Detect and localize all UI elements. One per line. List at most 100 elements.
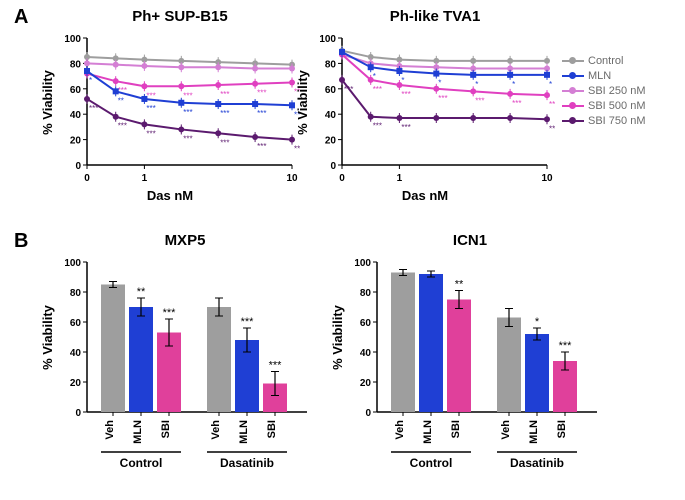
svg-text:*: *	[549, 80, 552, 89]
legend-item-sbi250: SBI 250 nM	[562, 85, 645, 97]
svg-text:Veh: Veh	[104, 420, 116, 440]
svg-text:*: *	[401, 76, 404, 85]
svg-text:*: *	[475, 80, 478, 89]
panel-b-label: B	[14, 230, 28, 253]
svg-text:MLN: MLN	[238, 420, 250, 444]
svg-text:**: **	[118, 96, 124, 105]
svg-text:MLN: MLN	[132, 420, 144, 444]
svg-text:0: 0	[365, 408, 371, 419]
svg-text:60: 60	[70, 318, 82, 329]
svg-text:*: *	[89, 76, 92, 85]
chart-title-b2: ICN1	[385, 232, 555, 249]
svg-text:SBI: SBI	[556, 420, 568, 438]
svg-text:10: 10	[286, 173, 298, 184]
svg-text:100: 100	[64, 34, 81, 45]
ylabel-b1: % Viability	[40, 305, 55, 370]
svg-text:Veh: Veh	[500, 420, 512, 440]
svg-text:***: ***	[163, 307, 177, 319]
svg-text:***: ***	[373, 122, 382, 131]
svg-text:***: ***	[220, 109, 229, 118]
ylabel-a1: % Viability	[40, 70, 55, 135]
svg-text:100: 100	[319, 34, 336, 45]
legend-item-control: Control	[562, 55, 645, 67]
svg-text:80: 80	[70, 59, 82, 70]
svg-text:SBI: SBI	[160, 420, 172, 438]
svg-text:***: ***	[146, 129, 155, 138]
svg-text:**: **	[137, 286, 146, 298]
svg-text:20: 20	[70, 136, 82, 147]
svg-text:***: ***	[373, 85, 382, 94]
svg-text:SBI: SBI	[266, 420, 278, 438]
xlabel-a2: Das nM	[375, 188, 475, 203]
svg-text:***: ***	[183, 108, 192, 117]
svg-text:***: ***	[220, 90, 229, 99]
svg-text:***: ***	[257, 142, 266, 151]
svg-text:60: 60	[360, 318, 372, 329]
svg-text:*: *	[535, 316, 540, 328]
svg-text:10: 10	[541, 173, 553, 184]
svg-text:***: ***	[344, 85, 353, 94]
svg-text:60: 60	[70, 85, 82, 96]
bar-chart-b1: 020406080100Veh**MLN***SBIControlVeh***M…	[55, 252, 315, 487]
svg-text:20: 20	[70, 378, 82, 389]
svg-text:0: 0	[84, 173, 90, 184]
line-chart-a2: 0204060801000110************************…	[310, 28, 555, 193]
svg-text:***: ***	[401, 123, 410, 132]
svg-text:*: *	[438, 79, 441, 88]
svg-text:Dasatinib: Dasatinib	[220, 456, 274, 470]
xlabel-a1: Das nM	[120, 188, 220, 203]
legend-item-mln: MLN	[562, 70, 645, 82]
svg-text:***: ***	[89, 104, 98, 113]
svg-text:***: ***	[401, 90, 410, 99]
svg-text:***: ***	[475, 96, 484, 105]
svg-text:40: 40	[70, 110, 82, 121]
svg-text:***: ***	[269, 360, 283, 372]
ylabel-b2: % Viability	[330, 305, 345, 370]
svg-text:40: 40	[70, 348, 82, 359]
ylabel-a2: % Viability	[295, 70, 310, 135]
svg-text:40: 40	[325, 110, 337, 121]
legend-item-sbi750: SBI 750 nM	[562, 115, 645, 127]
svg-text:20: 20	[360, 378, 372, 389]
svg-text:***: ***	[241, 316, 255, 328]
svg-text:Veh: Veh	[210, 420, 222, 440]
svg-text:Control: Control	[120, 456, 163, 470]
svg-text:0: 0	[75, 161, 81, 172]
svg-text:***: ***	[549, 100, 555, 109]
svg-text:100: 100	[64, 258, 81, 269]
svg-text:Control: Control	[410, 456, 453, 470]
svg-text:1: 1	[397, 173, 403, 184]
svg-text:60: 60	[325, 85, 337, 96]
svg-text:***: ***	[438, 94, 447, 103]
svg-text:100: 100	[354, 258, 371, 269]
chart-title-a2: Ph-like TVA1	[350, 8, 520, 25]
svg-text:***: ***	[183, 91, 192, 100]
svg-text:***: ***	[220, 138, 229, 147]
legend-item-sbi500: SBI 500 nM	[562, 100, 645, 112]
bar-chart-b2: 0 20 40 60 80 100 Veh MLN ** SBI Control Veh * MLN ***…	[345, 252, 605, 487]
svg-text:0: 0	[330, 161, 336, 172]
svg-text:Dasatinib: Dasatinib	[510, 456, 564, 470]
svg-text:***: ***	[512, 99, 521, 108]
svg-text:40: 40	[360, 348, 372, 359]
svg-text:**: **	[455, 279, 464, 291]
svg-text:Veh: Veh	[394, 420, 406, 440]
svg-text:*: *	[512, 80, 515, 89]
svg-text:80: 80	[360, 288, 372, 299]
svg-text:***: ***	[257, 109, 266, 118]
chart-title-a1: Ph+ SUP-B15	[95, 8, 265, 25]
line-chart-a1: 0204060801000110************************…	[55, 28, 300, 193]
svg-text:***: ***	[146, 104, 155, 113]
svg-text:***: ***	[118, 122, 127, 131]
svg-text:MLN: MLN	[422, 420, 434, 444]
svg-text:***: ***	[294, 145, 300, 154]
svg-text:***: ***	[559, 340, 573, 352]
svg-text:MLN: MLN	[528, 420, 540, 444]
chart-title-b1: MXP5	[100, 232, 270, 249]
svg-text:20: 20	[325, 136, 337, 147]
svg-text:***: ***	[183, 134, 192, 143]
svg-text:1: 1	[142, 173, 148, 184]
legend-a: Control MLN SBI 250 nM SBI 500 nM SBI 750 nM	[562, 55, 645, 130]
panel-a-label: A	[14, 6, 28, 29]
svg-text:SBI: SBI	[450, 420, 462, 438]
